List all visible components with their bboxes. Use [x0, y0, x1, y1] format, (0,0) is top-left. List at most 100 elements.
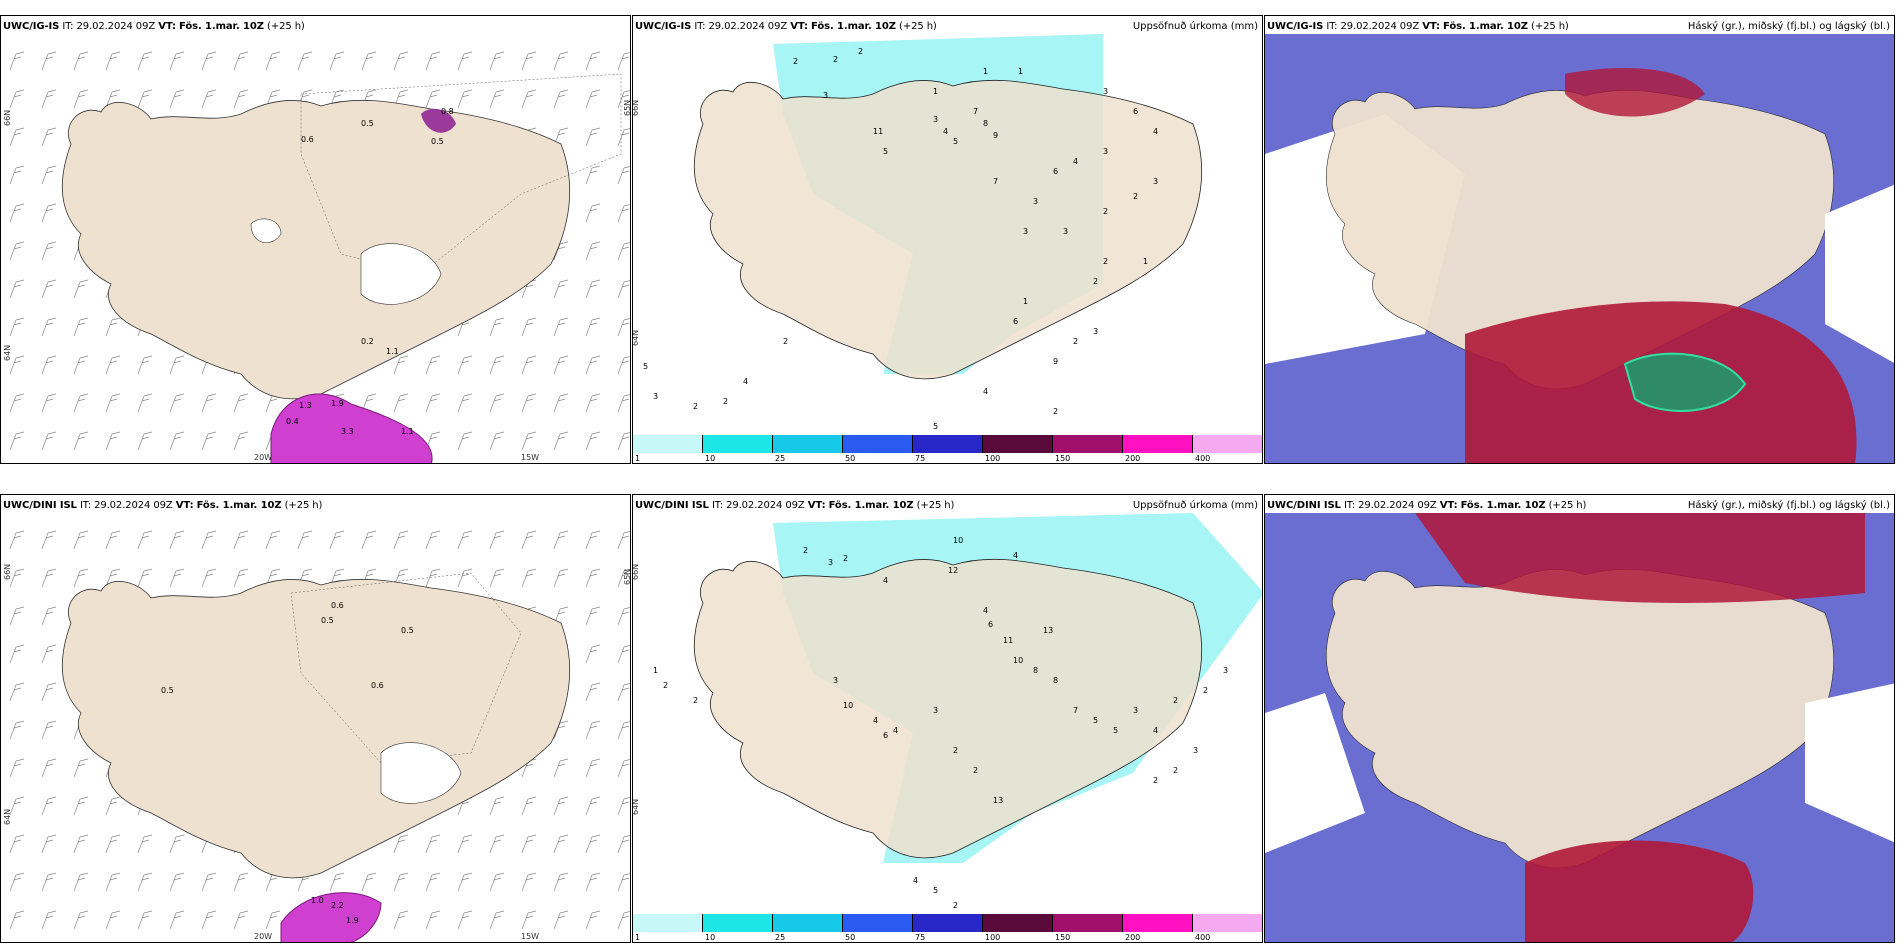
wind-barb	[585, 796, 601, 816]
value-label: 1.0	[311, 896, 324, 905]
colorbar-segment	[633, 435, 703, 453]
wind-barb	[105, 834, 121, 854]
colorbar-tick: 200	[1125, 933, 1141, 942]
clear-area-west	[1265, 693, 1365, 853]
panel-header: UWC/IG-IS IT: 29.02.2024 09Z VT: Fös. 1.…	[1267, 21, 1569, 32]
wind-barb	[617, 356, 630, 375]
wind-barb	[297, 530, 313, 550]
value-label: 3	[1153, 177, 1158, 186]
wind-barb	[521, 530, 537, 550]
lat-label: 65N	[623, 568, 631, 585]
wind-barb	[553, 279, 569, 299]
value-label: 3	[1103, 87, 1108, 96]
colorbar-tick: 50	[845, 454, 856, 463]
value-label: 4	[873, 716, 878, 725]
value-label: 13	[1043, 626, 1053, 635]
panel-accum-precip-igis: UWC/IG-IS IT: 29.02.2024 09Z VT: Fös. 1.…	[632, 15, 1263, 464]
wind-barb	[105, 796, 121, 816]
wind-barb	[585, 682, 601, 702]
wind-barb	[329, 872, 345, 892]
wind-barb	[617, 166, 630, 185]
wind-barb	[393, 355, 409, 375]
lon-label: 15W	[521, 453, 540, 462]
map-clouds	[1265, 34, 1894, 463]
wind-barb	[585, 720, 601, 740]
wind-barb	[9, 355, 25, 375]
colorbar: 1 10 25 50 75 100 150 200 400	[633, 914, 1262, 942]
colorbar-segment	[843, 435, 913, 453]
wind-barb	[73, 568, 89, 588]
value-label: 0.6	[331, 601, 344, 610]
wind-barb	[73, 317, 89, 337]
wind-barb	[585, 241, 601, 261]
value-label: 2	[973, 766, 978, 775]
value-label: 9	[1053, 357, 1058, 366]
lon-label: 15W	[521, 932, 540, 941]
wind-barb	[585, 910, 601, 930]
value-label: 3	[823, 91, 828, 100]
wind-barb	[425, 872, 441, 892]
wind-barb	[137, 872, 153, 892]
wind-barb	[585, 51, 601, 71]
value-label: 0.5	[321, 616, 334, 625]
wind-barb	[553, 530, 569, 550]
wind-barb	[201, 872, 217, 892]
lat-label: 66N	[3, 109, 12, 126]
wind-barb	[329, 530, 345, 550]
value-labels: 0.5 0.5 0.6 0.5 0.6 1.0 2.21.9	[161, 601, 414, 925]
colorbar-tick: 100	[985, 933, 1001, 942]
wind-barb	[617, 759, 630, 778]
lat-label: 64N	[632, 329, 640, 346]
wind-barb	[617, 607, 630, 626]
wind-barb	[137, 530, 153, 550]
wind-barb	[521, 89, 537, 109]
wind-barb	[553, 910, 569, 930]
value-label: 1	[1143, 257, 1148, 266]
wind-barb	[617, 569, 630, 588]
lon-label: 20W	[254, 453, 273, 462]
wind-barb	[457, 89, 473, 109]
lat-label: 66N	[632, 99, 640, 116]
wind-barb	[489, 530, 505, 550]
value-label: 7	[1073, 706, 1078, 715]
wind-barb	[393, 834, 409, 854]
wind-barb	[297, 51, 313, 71]
wind-barb	[457, 530, 473, 550]
wind-barb	[329, 51, 345, 71]
wind-barb	[73, 279, 89, 299]
wind-barb	[617, 242, 630, 261]
value-label: 10	[1013, 656, 1023, 665]
colorbar-segment	[703, 914, 773, 932]
lat-label: 65N	[623, 99, 631, 116]
value-label: 3.3	[341, 427, 354, 436]
value-label: 0.4	[286, 417, 299, 426]
wind-barb	[585, 568, 601, 588]
panel-clouds-dini: UWC/DINI ISL IT: 29.02.2024 09Z VT: Fös.…	[1264, 494, 1895, 943]
wind-barb	[585, 355, 601, 375]
wind-barb	[9, 568, 25, 588]
colorbar-tick: 75	[915, 454, 926, 463]
value-label: 3	[933, 706, 938, 715]
wind-barb	[617, 683, 630, 702]
wind-barb	[265, 530, 281, 550]
wind-barb	[105, 431, 121, 451]
wind-barb	[521, 355, 537, 375]
wind-barb	[617, 873, 630, 892]
wind-barb	[9, 317, 25, 337]
wind-barb	[9, 393, 25, 413]
wind-barb	[9, 431, 25, 451]
wind-barb	[521, 872, 537, 892]
iceland-land	[61, 99, 571, 400]
wind-barb	[41, 720, 57, 740]
value-label: 2	[1103, 207, 1108, 216]
wind-barb	[457, 431, 473, 451]
wind-barb	[41, 355, 57, 375]
panel-accum-precip-dini: UWC/DINI ISL IT: 29.02.2024 09Z VT: Fös.…	[632, 494, 1263, 943]
wind-barb	[169, 431, 185, 451]
wind-barb	[585, 165, 601, 185]
wind-barb	[9, 644, 25, 664]
wind-barb	[617, 280, 630, 299]
value-label: 2	[953, 746, 958, 755]
value-label: 3	[1103, 147, 1108, 156]
